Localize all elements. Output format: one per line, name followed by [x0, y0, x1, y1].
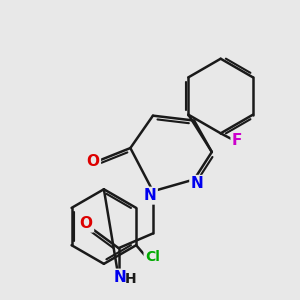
Text: H: H — [125, 272, 137, 286]
Text: F: F — [232, 133, 242, 148]
Text: N: N — [114, 270, 126, 285]
Text: N: N — [191, 176, 203, 191]
Text: N: N — [144, 188, 156, 203]
Text: Cl: Cl — [145, 250, 160, 264]
Text: O: O — [87, 154, 100, 169]
Text: O: O — [80, 216, 93, 231]
